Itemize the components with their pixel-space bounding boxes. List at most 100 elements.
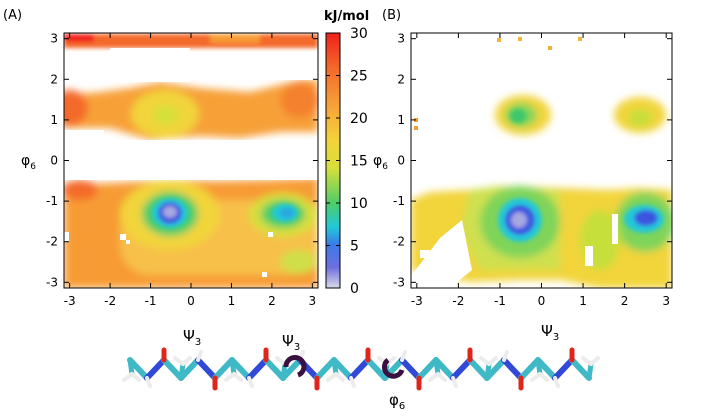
panel-a-xtick-label: 1 [228, 294, 236, 308]
panel-b-ytick-label: 0 [397, 154, 405, 168]
molecule-hydrogen [487, 356, 498, 366]
molecule-sidechain [484, 361, 492, 381]
panel-a-ytick-label: 1 [50, 113, 58, 127]
colorbar-tick-label: 30 [350, 26, 368, 42]
panel-a-xtick-label: -3 [64, 294, 76, 308]
panel-a-xtick-label: -2 [104, 294, 116, 308]
molecule-hydrogen [451, 376, 458, 388]
panel-b-ytick-label: 3 [397, 32, 405, 46]
molecule-hydrogen [145, 376, 152, 388]
molecule-sidechain [127, 357, 135, 377]
molecule-hydrogen [181, 356, 192, 366]
molecule-sidechain [178, 361, 186, 381]
molecule-hydrogen [553, 376, 560, 388]
psi-label-right: Ψ3 [541, 322, 559, 343]
molecule-hydrogen [436, 372, 447, 382]
molecule-hydrogen [589, 356, 600, 366]
molecule-bond [195, 357, 218, 381]
colorbar-tick-label: 10 [350, 196, 368, 212]
molecule-hydrogen [232, 372, 243, 382]
molecule-sidechain [535, 357, 543, 377]
colorbar: kJ/mol 30 25 20 15 10 5 0 [324, 9, 369, 297]
panel-a-yticks: 3 2 1 0 -1 -2 -3 [46, 32, 318, 289]
panel-a-heatmap [64, 34, 318, 288]
panel-a-ylabel: φ6 [21, 153, 36, 172]
molecule-bond [246, 357, 269, 381]
panel-b-xtick-label: -1 [494, 294, 506, 308]
molecule-sidechain [586, 361, 594, 381]
molecule-hydrogen [196, 350, 203, 362]
molecule-bond [263, 357, 286, 381]
panel-a-ytick-label: 3 [50, 32, 58, 46]
panel-b-yticks: 3 2 1 0 -1 -2 -3 [393, 32, 672, 289]
molecule-sidechain [433, 357, 441, 377]
molecule-bond [365, 357, 388, 381]
panel-b-ytick-label: -3 [393, 275, 405, 289]
panel-a-ytick-label: 2 [50, 72, 58, 86]
molecule-bond [212, 357, 235, 381]
psi-label-left: Ψ3 [183, 327, 201, 348]
molecule-hydrogen [502, 350, 509, 362]
panel-a-xtick-label: 3 [309, 294, 317, 308]
molecule-bond [518, 357, 541, 381]
molecule-backbone [122, 347, 600, 391]
molecule-bond [552, 357, 575, 381]
rotation-arrows [283, 355, 405, 379]
colorbar-tick-label: 15 [350, 154, 368, 170]
panel-b-ytick-label: -2 [393, 235, 405, 249]
panel-a-ytick-label: -2 [46, 235, 58, 249]
colorbar-tick-label: 0 [350, 281, 359, 297]
panel-b-ylabel: φ6 [373, 153, 388, 172]
colorbar-tick-label: 5 [350, 239, 359, 255]
molecule-bond [467, 357, 490, 381]
panel-b-ytick-label: -1 [393, 194, 405, 208]
colorbar-tick-label: 20 [350, 111, 368, 127]
panel-a-xticks: -3 -2 -1 0 1 2 3 [64, 33, 316, 308]
molecule-bond [314, 357, 337, 381]
panel-a-xtick-label: 2 [268, 294, 276, 308]
rotation-arrow-psi [283, 355, 307, 378]
molecule-hydrogen [400, 350, 407, 362]
colorbar-tick-label: 25 [350, 69, 368, 85]
molecule-sidechain [331, 357, 339, 377]
phi-label: φ6 [389, 391, 405, 412]
molecule-hydrogen [130, 372, 141, 382]
panel-a-xtick-label: 0 [187, 294, 195, 308]
panel-a-ytick-label: 0 [50, 154, 58, 168]
colorbar-unit: kJ/mol [324, 9, 369, 24]
molecule-hydrogen [538, 372, 549, 382]
panel-b-xtick-label: 3 [662, 294, 670, 308]
molecule-bond [161, 357, 184, 381]
molecule-hydrogen [334, 372, 345, 382]
panel-b-xtick-label: 1 [579, 294, 587, 308]
colorbar-ticks: 30 25 20 15 10 5 0 [326, 26, 368, 297]
molecule-bond [348, 357, 371, 381]
panel-b-xtick-label: -3 [411, 294, 423, 308]
molecule-bond [450, 357, 473, 381]
molecule-bond [416, 357, 439, 381]
panel-b-xtick-label: -2 [452, 294, 464, 308]
panel-b: (B) [373, 8, 673, 308]
peptide-molecule: Ψ3 Ψ3 Ψ3 φ6 [122, 322, 600, 412]
panel-a-ytick-label: -1 [46, 194, 58, 208]
psi-label-middle: Ψ3 [282, 332, 300, 353]
molecule-hydrogen [247, 376, 254, 388]
molecule-bond [501, 357, 524, 381]
panel-b-xtick-label: 0 [538, 294, 546, 308]
molecule-sidechain [229, 357, 237, 377]
panel-a-ytick-label: -3 [46, 275, 58, 289]
panel-a: (A) [3, 8, 319, 308]
panel-b-ytick-label: 2 [397, 72, 405, 86]
rotation-arrow-phi [382, 358, 405, 379]
panel-a-label: (A) [3, 8, 22, 23]
panel-b-label: (B) [382, 8, 401, 23]
panel-b-heatmap [411, 37, 672, 288]
panel-a-xtick-label: -1 [145, 294, 157, 308]
molecule-bond [399, 357, 422, 381]
panel-b-ytick-label: 1 [397, 113, 405, 127]
molecule-bond [144, 357, 167, 381]
panel-b-xticks: -3 -2 -1 0 1 2 3 [411, 33, 670, 308]
molecule-bond [569, 357, 592, 381]
panel-b-xtick-label: 2 [621, 294, 629, 308]
